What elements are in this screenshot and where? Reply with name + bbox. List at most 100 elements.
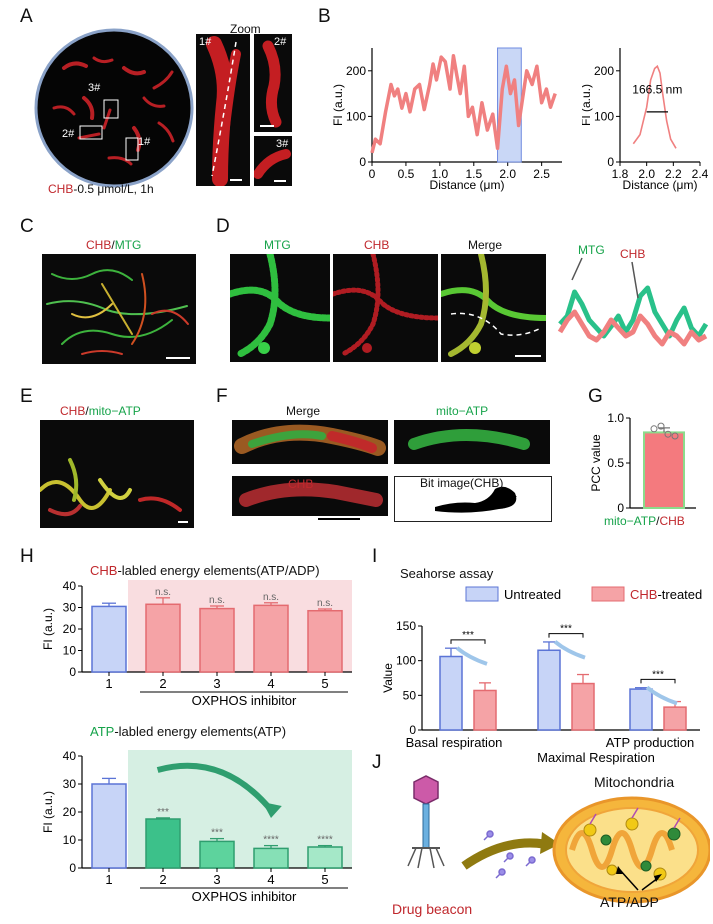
d-merge-title: Merge [468,238,503,252]
h-top-x-tick-label: 3 [213,676,220,691]
h-top-y-tick-label: 20 [63,622,77,636]
h-bottom-bar [91,783,127,869]
b-left-x-tick-label: 0 [369,167,376,181]
i-y-tick-label: 0 [409,723,416,737]
i-bar-untreated [629,688,653,731]
zoom-2-label: 2# [274,36,287,48]
i-decrease-arrow-icon [553,640,586,660]
caption-condition: -0.5 μmol/L, 1h [73,182,154,196]
d-pointer-chb [631,261,639,299]
b-right-x-tick-label: 1.8 [612,167,629,181]
h-bottom-y-tick-label: 30 [63,777,77,791]
zoom-1-label: 1# [199,36,212,48]
b-peak-line [632,64,677,149]
i-decrease-arrow-icon [645,685,678,706]
h-bottom-y-axis-label: FI (a.u.) [41,791,55,833]
zoom-image-1: 1# [196,34,250,186]
roi-label-1: 1# [138,136,151,148]
b-right-x-tick-label: 2.4 [692,167,708,181]
h-top-y-tick-label: 0 [69,665,76,679]
g-xlabel-mito: mito−ATP [604,514,657,528]
h-bottom-y-tick-label: 0 [69,861,76,875]
d-label-chb: CHB [620,247,645,261]
h-bottom-x-tick-label: 2 [159,872,166,887]
h-top-bar [145,603,181,673]
d-pointer-mtg [571,257,583,281]
d-mtg-title: MTG [264,238,291,252]
mitochondrion-icon [552,796,710,904]
c-chb: CHB [86,238,112,252]
h-top-bar [307,609,343,673]
g-y-tick-label: 1.0 [607,411,624,425]
panel-label-a: A [20,6,33,27]
h-bottom-title-atp: ATP [90,724,115,739]
i-y-tick-label: 150 [396,619,416,633]
micrograph-c [42,254,196,364]
b-right-x-tick-label: 2.0 [638,167,655,181]
i-bar-treated [663,706,687,731]
d-label-mtg: MTG [578,243,605,257]
circular-micrograph [34,28,194,188]
b-left-y-tick-label: 100 [346,109,366,123]
h-bottom-title: ATP-labled energy elements(ATP) [90,724,286,739]
chart-h-bottom: 0 10 20 30 40 FI (a.u.) 1 2 *** 3 *** 4 **** 5 **** OXP… [41,749,352,904]
h-bottom-bar [253,847,289,869]
micrograph-f-merge [232,420,388,464]
panel-e-title: CHB/mito−ATP [60,404,141,418]
panel-label-e: E [20,386,33,407]
b-right-y-tick-label: 0 [607,155,614,169]
h-bottom-x-tick-label: 1 [105,872,112,887]
h-decrease-arrow-icon [156,762,274,812]
zoom-image-3: 3# [254,136,292,186]
h-bottom-x-tick-label: 5 [321,872,328,887]
h-top-x-tick-label: 4 [267,676,274,691]
h-top-title-rest: -labled energy elements(ATP/ADP) [117,563,320,578]
i-y-tick-label: 100 [396,654,416,668]
c-slash: / [111,238,115,252]
i-decrease-arrow-icon [455,646,488,666]
panel-label-j: J [372,752,382,773]
h-top-y-tick-label: 10 [63,644,77,658]
g-bar [643,431,685,509]
j-atp-adp: ATP/ADP [600,894,659,910]
g-point [671,432,679,440]
h-top-significance: n.s. [209,595,225,606]
i-legend-swatch-treated [591,586,625,602]
f-chb-title: CHB [288,477,314,491]
h-bottom-title-rest: -labled energy elements(ATP) [114,724,287,739]
h-bottom-significance: *** [211,828,223,839]
i-y-tick-label: 50 [403,688,417,702]
g-point [650,425,658,433]
h-top-significance: n.s. [263,592,279,603]
g-point [664,430,672,438]
i-significance: *** [652,669,664,680]
h-top-bar [253,604,289,673]
h-top-significance: n.s. [317,598,333,609]
b-left-y-tick-label: 0 [359,155,366,169]
b-left-x-tick-label: 2.5 [533,167,550,181]
f-mito-title: mito−ATP [436,404,489,418]
zoom-3-label: 3# [276,138,289,150]
micrograph-f-chb: CHB [232,476,388,516]
b-left-y-tick-label: 200 [346,64,366,78]
h-top-y-tick-label: 30 [63,601,77,615]
d-series-chb [557,309,708,347]
h-bottom-bar [145,818,181,869]
f-merge-title: Merge [286,404,321,418]
g-xlabel-slash: / [656,514,660,528]
g-point [657,422,665,430]
e-chb: CHB [60,404,86,418]
b-right-y-axis-label: FI (a.u.) [582,84,593,126]
h-bottom-significance: **** [263,835,279,846]
bit-image-chb [394,476,552,522]
phage-icon [407,775,445,869]
panel-label-i: I [372,546,378,567]
i-bar-treated [473,689,497,731]
h-bottom-bar [307,846,343,869]
b-left-x-tick-label: 2.0 [499,167,516,181]
f-bit-title: Bit image(CHB) [420,476,504,490]
g-xlabel: mito−ATP/CHB [604,514,685,528]
b-left-y-axis-label: FI (a.u.) [331,84,345,126]
beacon-molecules-icon [483,830,536,879]
